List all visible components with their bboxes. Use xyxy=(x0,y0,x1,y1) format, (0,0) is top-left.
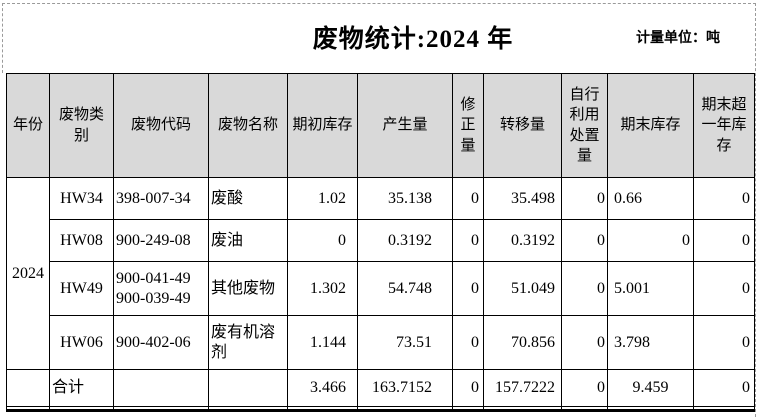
table-row: HW06 900-402-06 废有机溶剂 1.144 73.51 0 70.856 0 3.7… xyxy=(7,315,755,370)
category-cell[interactable]: HW34 xyxy=(49,177,114,220)
value-cell[interactable]: 163.7152 xyxy=(357,369,453,407)
table-row: HW08 900-249-08 废油 0 0.3192 0 0.3192 0 0 0 xyxy=(7,219,755,262)
page-title[interactable]: 废物统计:2024 年 xyxy=(312,26,514,53)
value-cell[interactable]: 0 xyxy=(561,369,608,407)
value-cell[interactable]: 0 xyxy=(287,219,358,262)
value-cell[interactable]: 0 xyxy=(452,315,484,370)
value-cell[interactable]: 0 xyxy=(693,177,755,220)
value-cell[interactable]: 0 xyxy=(561,219,608,262)
empty-cell xyxy=(287,406,358,412)
value-cell[interactable]: 3.798 xyxy=(607,315,694,370)
value-cell[interactable]: 35.138 xyxy=(357,177,453,220)
value-cell[interactable]: 54.748 xyxy=(357,261,453,316)
empty-cell xyxy=(113,406,209,412)
column-header[interactable]: 年份 xyxy=(6,73,50,178)
unit-label[interactable]: 计量单位：吨 xyxy=(636,31,720,46)
empty-cell xyxy=(607,406,694,412)
empty-cell xyxy=(357,406,453,412)
column-header[interactable]: 转移量 xyxy=(483,73,562,178)
header-row: 年份 废物类别 废物代码 废物名称 期初库存 产生量 修正量 转移量 自行利用处置量 期末库存 期末… xyxy=(6,73,755,178)
code-cell[interactable]: 900-249-08 xyxy=(113,219,209,262)
name-cell[interactable]: 其他废物 xyxy=(208,261,288,316)
column-header[interactable]: 期末库存 xyxy=(607,73,694,178)
code-cell[interactable]: 900-402-06 xyxy=(113,315,209,370)
category-cell[interactable]: HW06 xyxy=(49,315,114,370)
value-cell[interactable]: 0.66 xyxy=(607,177,694,220)
empty-cell xyxy=(483,406,562,412)
value-cell[interactable]: 9.459 xyxy=(607,369,694,407)
category-cell[interactable]: HW08 xyxy=(49,219,114,262)
empty-cell[interactable] xyxy=(6,369,50,407)
table-row: HW49 900-041-49 900-039-49 其他废物 1.302 54.748… xyxy=(7,261,755,316)
column-header[interactable]: 废物名称 xyxy=(208,73,288,178)
value-cell[interactable]: 0 xyxy=(693,261,755,316)
value-cell[interactable]: 1.144 xyxy=(287,315,358,370)
category-cell[interactable]: HW49 xyxy=(49,261,114,316)
value-cell[interactable]: 0 xyxy=(452,369,484,407)
name-cell[interactable]: 废有机溶剂 xyxy=(208,315,288,370)
name-cell[interactable]: 废油 xyxy=(208,219,288,262)
value-cell[interactable]: 0 xyxy=(561,177,608,220)
waste-table: 年份 废物类别 废物代码 废物名称 期初库存 产生量 修正量 转移量 自行利用处置量 期末库存 期末… xyxy=(6,73,755,412)
value-cell[interactable]: 157.7222 xyxy=(483,369,562,407)
value-cell[interactable]: 0 xyxy=(561,315,608,370)
name-cell[interactable]: 废酸 xyxy=(208,177,288,220)
value-cell[interactable]: 0 xyxy=(452,261,484,316)
value-cell[interactable]: 0 xyxy=(693,315,755,370)
value-cell[interactable]: 73.51 xyxy=(357,315,453,370)
empty-cell xyxy=(561,406,608,412)
empty-cell xyxy=(693,406,755,412)
value-cell[interactable]: 0.3192 xyxy=(357,219,453,262)
value-cell[interactable]: 70.856 xyxy=(483,315,562,370)
column-header[interactable]: 修正量 xyxy=(452,73,484,178)
table-row: 2024 HW34 398-007-34 废酸 1.02 35.138 0 35.498 0 0.… xyxy=(6,177,755,370)
column-header[interactable]: 期末超一年库存 xyxy=(693,73,755,178)
code-cell[interactable]: 900-041-49 900-039-49 xyxy=(113,261,209,316)
value-cell[interactable]: 1.02 xyxy=(287,177,358,220)
year-cell[interactable]: 2024 xyxy=(6,177,50,370)
column-header[interactable]: 废物类别 xyxy=(49,73,114,178)
empty-cell xyxy=(49,406,114,412)
empty-cell[interactable] xyxy=(208,369,288,407)
print-area-dashed-right xyxy=(755,3,756,417)
value-cell[interactable]: 0 xyxy=(561,261,608,316)
empty-cell xyxy=(6,406,50,412)
table-header: 年份 废物类别 废物代码 废物名称 期初库存 产生量 修正量 转移量 自行利用处置量 期末库存 期末… xyxy=(6,73,755,178)
column-header[interactable]: 自行利用处置量 xyxy=(561,73,608,178)
partial-row xyxy=(6,406,755,412)
value-cell[interactable]: 0 xyxy=(693,219,755,262)
column-header[interactable]: 废物代码 xyxy=(113,73,209,178)
empty-cell xyxy=(208,406,288,412)
print-area-dashed-top xyxy=(2,3,756,4)
total-label-cell[interactable]: 合计 xyxy=(49,369,114,407)
value-cell[interactable]: 5.001 xyxy=(607,261,694,316)
code-cell[interactable]: 398-007-34 xyxy=(113,177,209,220)
value-cell[interactable]: 0 xyxy=(607,219,694,262)
column-header[interactable]: 产生量 xyxy=(357,73,453,178)
value-cell[interactable]: 0 xyxy=(452,177,484,220)
empty-cell xyxy=(452,406,484,412)
empty-cell[interactable] xyxy=(113,369,209,407)
value-cell[interactable]: 0 xyxy=(452,219,484,262)
value-cell[interactable]: 51.049 xyxy=(483,261,562,316)
value-cell[interactable]: 3.466 xyxy=(287,369,358,407)
value-cell[interactable]: 0.3192 xyxy=(483,219,562,262)
value-cell[interactable]: 1.302 xyxy=(287,261,358,316)
column-header[interactable]: 期初库存 xyxy=(287,73,358,178)
print-area-dashed-left xyxy=(2,3,3,73)
value-cell[interactable]: 0 xyxy=(693,369,755,407)
total-row: 合计 3.466 163.7152 0 157.7222 0 9.459 0 xyxy=(6,369,755,407)
value-cell[interactable]: 35.498 xyxy=(483,177,562,220)
